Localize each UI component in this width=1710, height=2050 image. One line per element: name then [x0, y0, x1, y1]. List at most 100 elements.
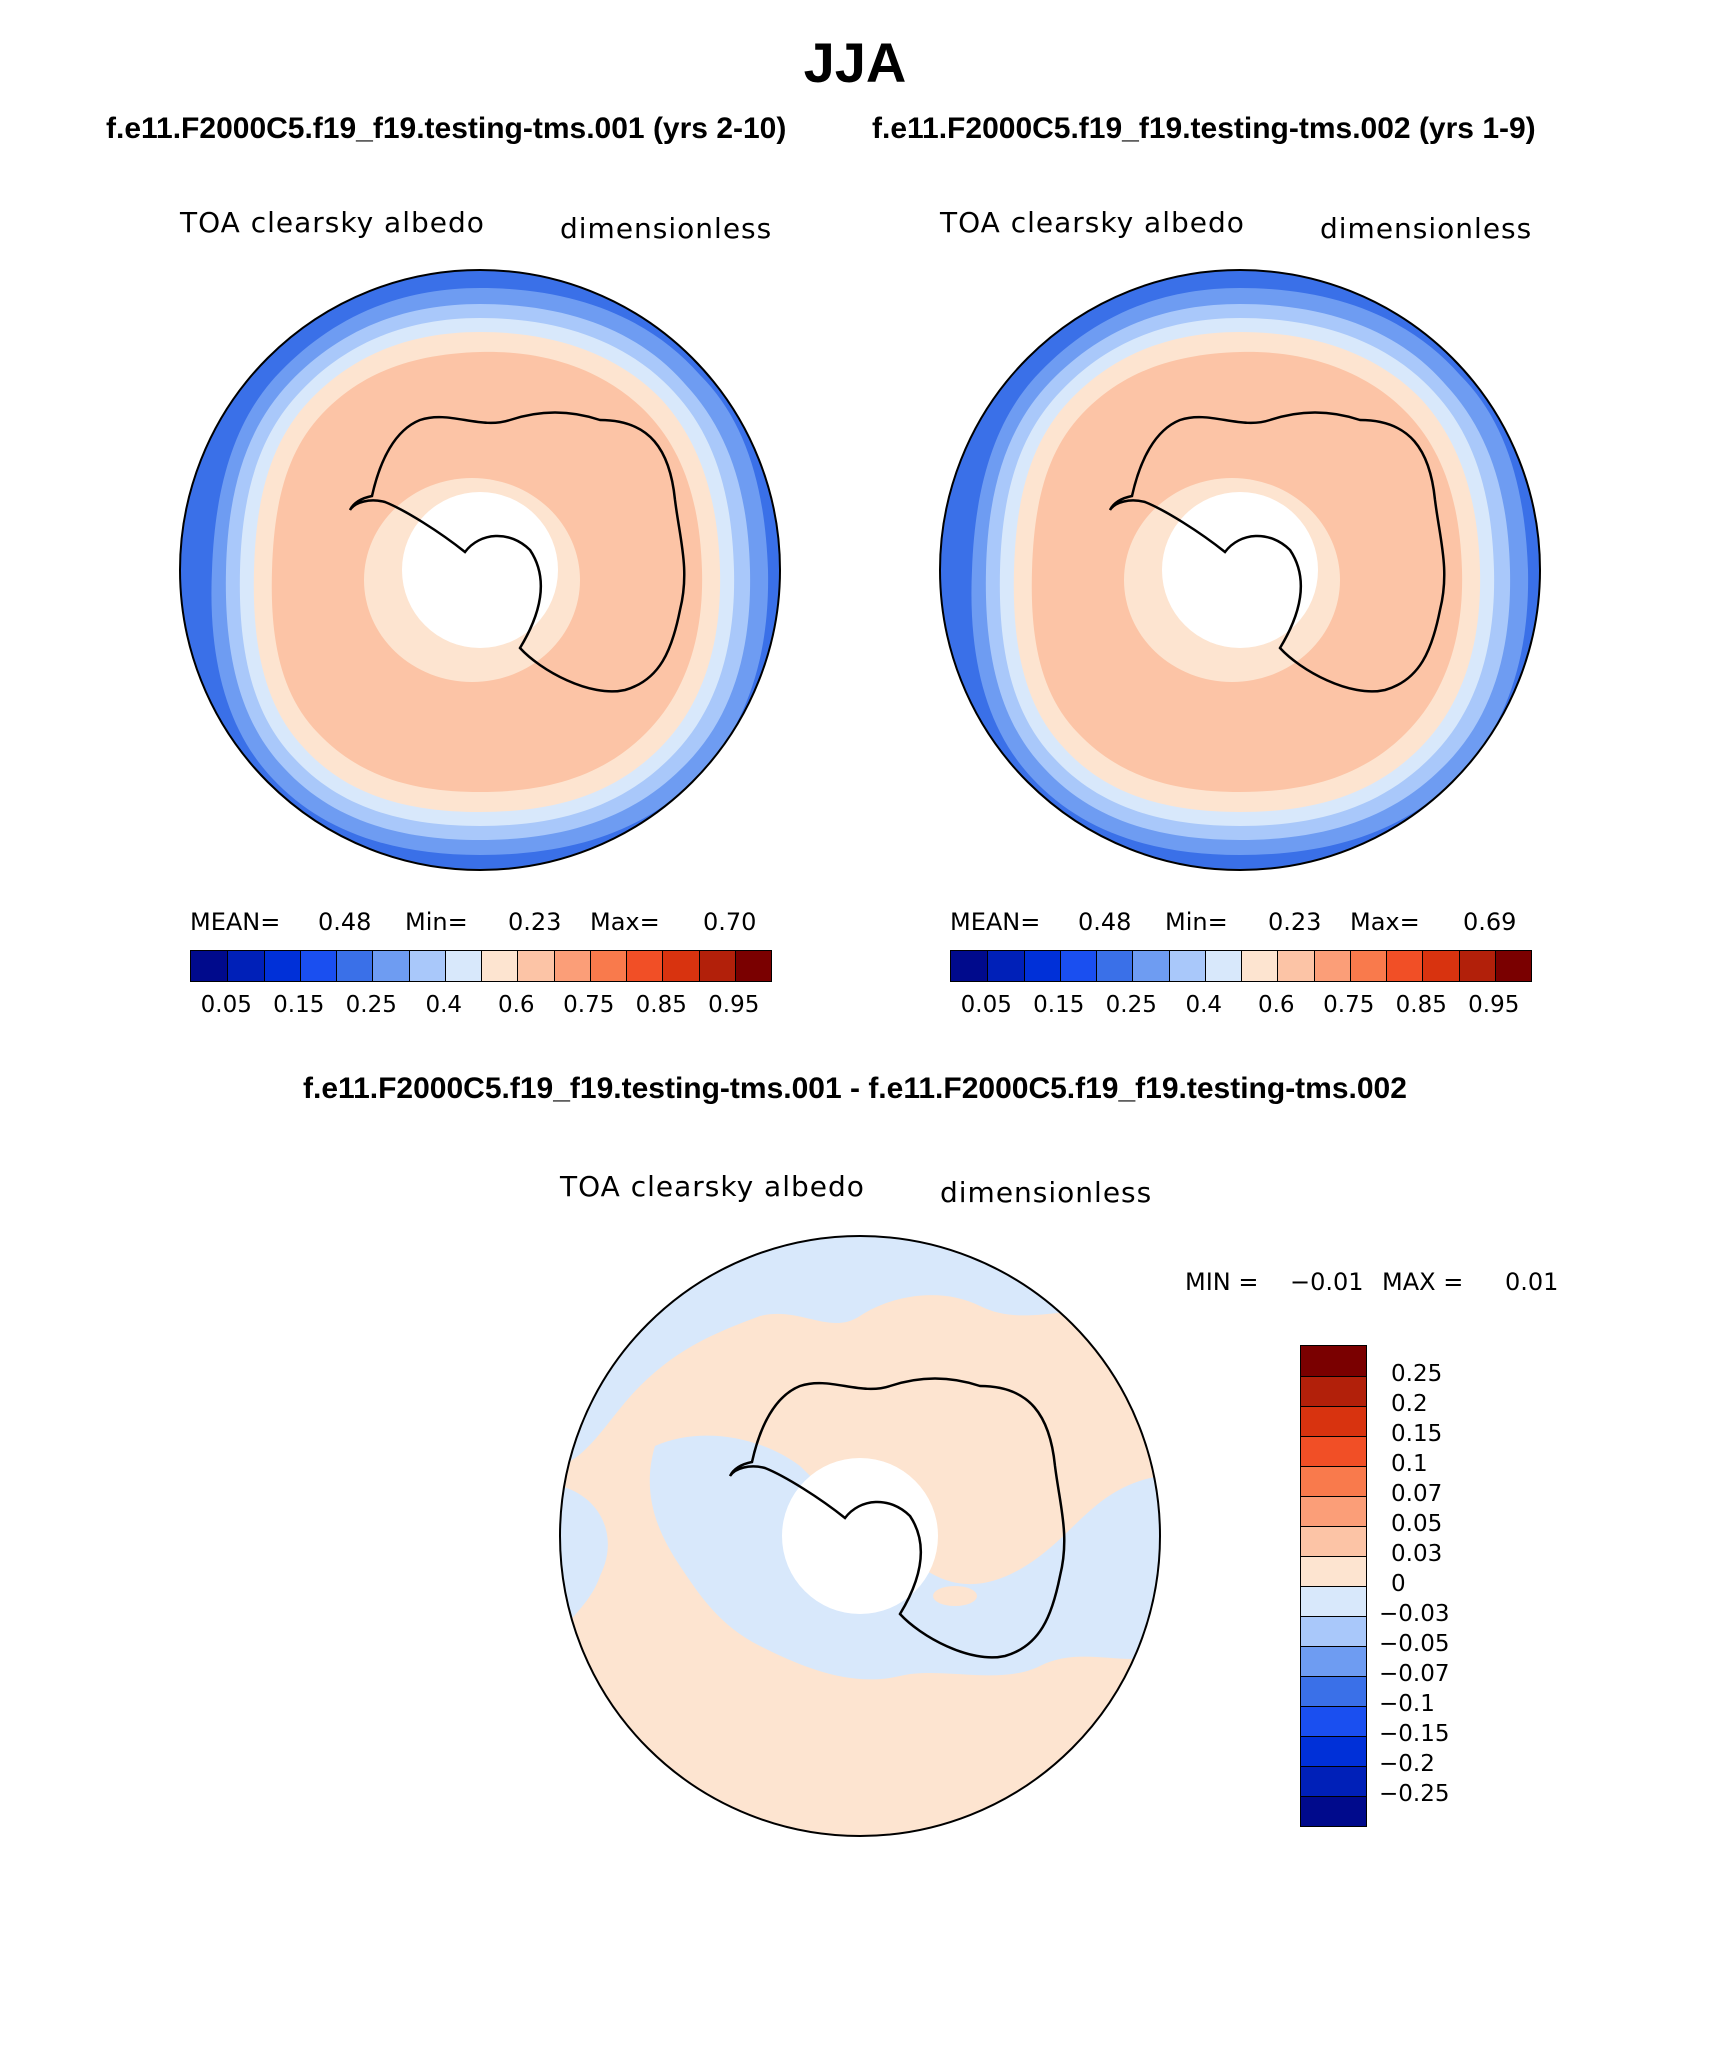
- panel3-antarctica-coastline: [728, 1377, 1066, 1659]
- panel1-colorbar-tick-label: 0.95: [708, 992, 760, 1018]
- panel2-colorbar-box: [1313, 951, 1350, 981]
- panel2-colorbar-box: [1204, 951, 1241, 981]
- panel2-colorbar-box: [1422, 951, 1459, 981]
- panel2-colorbar-tick-label: 0.95: [1468, 992, 1520, 1018]
- panel3-colorbar-box: [1301, 1436, 1366, 1466]
- panel2-colorbar-box: [951, 951, 988, 981]
- panel1-min-label: Min=: [405, 908, 468, 936]
- panel1-max-label: Max=: [590, 908, 660, 936]
- panel3-colorbar-box: [1301, 1466, 1366, 1496]
- panel3-colorbar-tick-label: 0.03: [1391, 1541, 1443, 1567]
- panel3-colorbar-tick-label: 0.07: [1391, 1481, 1443, 1507]
- panel3-colorbar-box: [1301, 1736, 1366, 1766]
- panel3-pole-hole: [782, 1458, 938, 1614]
- panel3-min-label: MIN =: [1185, 1268, 1259, 1296]
- panel2-min-value: 0.23: [1268, 908, 1322, 936]
- panel1-variable-label: TOA clearsky albedo: [180, 206, 485, 239]
- panel3-colorbar-boxes: [1300, 1345, 1367, 1827]
- panel2-pole-hole: [1162, 492, 1318, 648]
- panel3-colorbar-tick-label: −0.25: [1379, 1781, 1450, 1807]
- panel3-variable-label: TOA clearsky albedo: [560, 1170, 865, 1203]
- panel3-units-label: dimensionless: [940, 1176, 1153, 1209]
- panel1-max-value: 0.70: [703, 908, 757, 936]
- panel3-min-value: −0.01: [1290, 1268, 1364, 1296]
- panel2-colorbar-box: [1386, 951, 1423, 981]
- panel2-min-label: Min=: [1165, 908, 1228, 936]
- panel2-colorbar-box: [1023, 951, 1060, 981]
- panel1-min-value: 0.23: [508, 908, 562, 936]
- panel2-colorbar-tick-label: 0.15: [1033, 992, 1085, 1018]
- panel1-colorbar-box: [553, 951, 590, 981]
- panel3-map-border: [559, 1235, 1161, 1837]
- panel1-colorbar-box: [589, 951, 626, 981]
- panel3-colorbar-box: [1301, 1556, 1366, 1586]
- panel1-colorbar-tick-label: 0.15: [273, 992, 325, 1018]
- panel3-colorbar-box: [1301, 1616, 1366, 1646]
- panel3-colorbar-box: [1301, 1796, 1366, 1826]
- panel1-colorbar-tick-label: 0.05: [200, 992, 252, 1018]
- panel3-colorbar-box: [1301, 1526, 1366, 1556]
- panel2-mean-value: 0.48: [1078, 908, 1132, 936]
- panel2-colorbar-box: [1132, 951, 1169, 981]
- panel1-colorbar-box: [191, 951, 228, 981]
- panel1-colorbar-box: [481, 951, 518, 981]
- panel2-colorbar-tick-label: 0.05: [960, 992, 1012, 1018]
- panel3-max-value: 0.01: [1505, 1268, 1559, 1296]
- panel1-mean-value: 0.48: [318, 908, 372, 936]
- panel1-colorbar-box: [734, 951, 771, 981]
- panel2-colorbar-box: [1494, 951, 1531, 981]
- panel3-difference-map: [559, 1235, 1161, 1837]
- panel1-colorbar-box: [626, 951, 663, 981]
- panel3-colorbar-box: [1301, 1346, 1366, 1376]
- panel3-colorbar-tick-label: 0: [1391, 1571, 1406, 1597]
- difference-title: f.e11.F2000C5.f19_f19.testing-tms.001 - …: [303, 1072, 1407, 1105]
- run1-title: f.e11.F2000C5.f19_f19.testing-tms.001 (y…: [106, 112, 787, 145]
- panel3-colorbar-tick-label: −0.05: [1379, 1631, 1450, 1657]
- panel1-colorbar-box: [336, 951, 373, 981]
- panel1-colorbar-box: [662, 951, 699, 981]
- panel1-colorbar-box: [408, 951, 445, 981]
- panel3-colorbar-tick-label: −0.03: [1379, 1601, 1450, 1627]
- panel2-mean-label: MEAN=: [950, 908, 1041, 936]
- panel1-colorbar-box: [372, 951, 409, 981]
- panel1-mean-label: MEAN=: [190, 908, 281, 936]
- season-title: JJA: [803, 31, 907, 94]
- panel2-antarctica-coastline: [1108, 411, 1446, 693]
- panel2-polar-map: [939, 269, 1541, 871]
- panel3-colorbar-box: [1301, 1646, 1366, 1676]
- panel3-colorbar-tick-label: 0.25: [1391, 1361, 1443, 1387]
- panel1-colorbar-boxes: [190, 950, 772, 982]
- panel3-colorbar-tick-label: 0.15: [1391, 1421, 1443, 1447]
- panel3-colorbar-box: [1301, 1706, 1366, 1736]
- panel2-variable-label: TOA clearsky albedo: [940, 206, 1245, 239]
- panel2-colorbar-box: [1458, 951, 1495, 981]
- panel3-colorbar-tick-label: 0.05: [1391, 1511, 1443, 1537]
- panel2-colorbar-box: [987, 951, 1024, 981]
- panel2-map-border: [939, 269, 1541, 871]
- panel2-colorbar-box: [1349, 951, 1386, 981]
- panel2-colorbar-box: [1241, 951, 1278, 981]
- panel3-colorbar-box: [1301, 1676, 1366, 1706]
- panel3-max-label: MAX =: [1382, 1268, 1464, 1296]
- panel2-colorbar-tick-label: 0.6: [1257, 992, 1295, 1018]
- panel1-pole-hole: [402, 492, 558, 648]
- panel1-colorbar-tick-label: 0.85: [635, 992, 687, 1018]
- panel3-colorbar-box: [1301, 1496, 1366, 1526]
- panel3-colorbar-tick-label: 0.2: [1391, 1391, 1428, 1417]
- panel2-colorbar-tick-label: 0.4: [1185, 992, 1223, 1018]
- panel1-colorbar-tick-label: 0.25: [345, 992, 397, 1018]
- panel2-colorbar-tick-label: 0.25: [1105, 992, 1157, 1018]
- panel1-colorbar-box: [444, 951, 481, 981]
- panel1-colorbar-box: [698, 951, 735, 981]
- panel1-colorbar-tick-label: 0.4: [425, 992, 463, 1018]
- panel3-colorbar-tick-label: −0.2: [1379, 1751, 1435, 1777]
- panel1-colorbar-box: [227, 951, 264, 981]
- panel3-colorbar-box: [1301, 1766, 1366, 1796]
- panel2-max-value: 0.69: [1463, 908, 1517, 936]
- panel2-units-label: dimensionless: [1320, 212, 1533, 245]
- panel1-colorbar-tick-label: 0.6: [497, 992, 535, 1018]
- run2-title: f.e11.F2000C5.f19_f19.testing-tms.002 (y…: [872, 112, 1536, 145]
- panel2-colorbar-tick-label: 0.75: [1323, 992, 1375, 1018]
- panel2-colorbar-box: [1168, 951, 1205, 981]
- panel1-polar-map: [179, 269, 781, 871]
